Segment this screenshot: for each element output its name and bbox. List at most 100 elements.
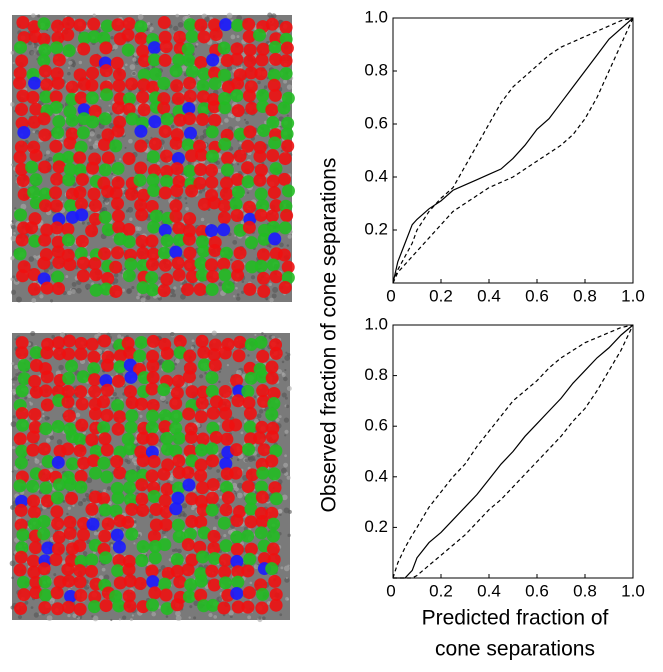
- speckle: [47, 615, 53, 621]
- speckle: [167, 28, 169, 30]
- speckle: [122, 616, 126, 620]
- cone: [147, 371, 160, 384]
- cone: [162, 360, 175, 373]
- cone: [125, 421, 138, 434]
- cone: [73, 186, 86, 199]
- speckle: [247, 615, 251, 619]
- cone: [15, 445, 28, 458]
- speckle: [254, 334, 256, 336]
- y-tick-label: 1.0: [364, 7, 388, 26]
- cone: [146, 433, 159, 446]
- speckle: [284, 566, 290, 572]
- cone: [51, 126, 64, 139]
- cone: [205, 258, 218, 271]
- cone: [210, 28, 223, 41]
- cone: [243, 125, 256, 138]
- speckle: [189, 605, 192, 608]
- speckle: [188, 14, 190, 16]
- data-line: [393, 18, 633, 283]
- speckle: [283, 80, 287, 84]
- cone: [53, 53, 66, 66]
- speckle: [241, 221, 244, 224]
- speckle: [29, 50, 34, 55]
- cone: [207, 478, 220, 491]
- cone: [206, 599, 219, 612]
- cone: [63, 409, 76, 422]
- x-tick-label: 0.8: [573, 286, 597, 305]
- speckle: [284, 454, 287, 457]
- cone: [38, 161, 51, 174]
- cone: [121, 516, 134, 529]
- cone: [170, 79, 183, 92]
- cone: [157, 77, 170, 90]
- cone: [268, 467, 281, 480]
- speckle: [11, 576, 14, 579]
- cone: [170, 64, 183, 77]
- cone: [51, 517, 64, 530]
- cone: [243, 55, 256, 68]
- cone: [219, 18, 232, 31]
- speckle: [86, 288, 88, 290]
- speckle: [111, 397, 114, 400]
- cone: [231, 269, 244, 282]
- cone: [231, 576, 244, 589]
- cone: [52, 456, 65, 469]
- cone: [111, 57, 124, 70]
- cone: [123, 269, 136, 282]
- cone: [51, 491, 64, 504]
- cone: [146, 410, 159, 423]
- cone: [66, 457, 79, 470]
- speckle: [117, 334, 121, 338]
- speckle: [44, 154, 46, 156]
- speckle: [284, 369, 286, 371]
- speckle: [216, 469, 220, 473]
- speckle: [204, 372, 207, 375]
- cone: [85, 553, 98, 566]
- cone: [65, 492, 78, 505]
- cone: [122, 29, 135, 42]
- cone: [194, 283, 207, 296]
- x-tick-label: 1.0: [621, 581, 645, 600]
- cone: [76, 235, 89, 248]
- data-line: [393, 18, 633, 283]
- speckle: [39, 294, 43, 298]
- cone: [145, 235, 158, 248]
- cone: [169, 502, 182, 515]
- cone: [256, 588, 269, 601]
- speckle: [279, 513, 282, 516]
- cone: [241, 161, 254, 174]
- cone: [122, 223, 135, 236]
- y-tick-label: 0.4: [364, 466, 388, 485]
- cone: [183, 370, 196, 383]
- speckle: [87, 222, 90, 225]
- cone: [87, 187, 100, 200]
- cone: [112, 423, 125, 436]
- cone: [234, 247, 247, 260]
- cone: [52, 336, 65, 349]
- cone: [64, 199, 77, 212]
- speckle: [288, 510, 292, 514]
- speckle: [166, 615, 169, 618]
- speckle: [71, 289, 76, 294]
- cone: [194, 469, 207, 482]
- cone: [255, 260, 268, 273]
- speckle: [219, 496, 222, 499]
- cone: [86, 115, 99, 128]
- cone: [38, 128, 51, 141]
- speckle: [130, 618, 133, 621]
- x-tick-label: 0.2: [429, 581, 453, 600]
- cone: [39, 384, 52, 397]
- speckle: [127, 288, 133, 294]
- speckle: [146, 295, 151, 300]
- cone: [159, 259, 172, 272]
- cone: [16, 269, 29, 282]
- cone: [73, 433, 86, 446]
- cone: [231, 19, 244, 32]
- cone: [74, 481, 87, 494]
- cone: [278, 249, 291, 262]
- cone: [185, 185, 198, 198]
- cone: [160, 589, 173, 602]
- cone: [75, 92, 88, 105]
- cone: [220, 187, 233, 200]
- cone: [97, 492, 110, 505]
